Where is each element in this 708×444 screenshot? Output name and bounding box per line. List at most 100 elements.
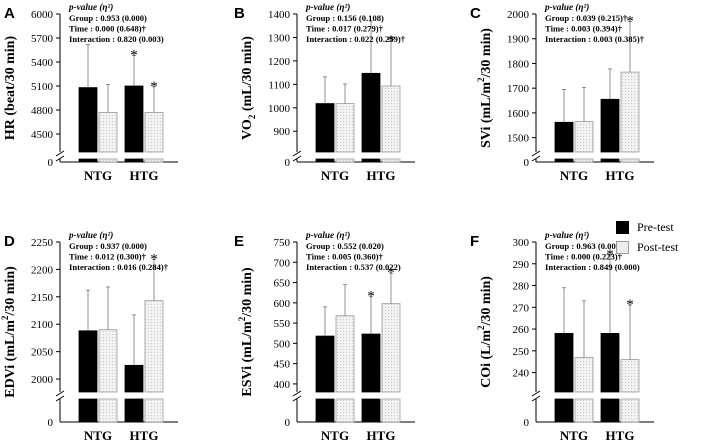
y-tick-label: 500 (274, 338, 291, 350)
y-tick-label-zero: 0 (524, 417, 530, 429)
y-tick-label: 5100 (31, 81, 54, 93)
x-category-label: NTG (560, 428, 588, 443)
y-axis-label-main: SVi (mL/m (479, 82, 494, 148)
y-tick-label: 1400 (268, 9, 291, 21)
y-tick-label: 1300 (268, 32, 291, 44)
bar-pre-htg (600, 98, 620, 153)
legend: Pre-test Post-test (616, 218, 678, 258)
stats-line: Time : 0.005 (0.360)† (306, 252, 384, 262)
y-tick-label-zero: 0 (48, 417, 54, 429)
significance-star: * (130, 48, 138, 64)
y-tick-label: 1500 (507, 133, 530, 145)
y-tick-label: 450 (274, 359, 291, 371)
stats-line: Time : 0.012 (0.300)† (69, 252, 147, 262)
significance-star: * (150, 252, 158, 268)
axis-break-mark (292, 390, 302, 402)
y-tick-label: 4500 (31, 129, 54, 141)
y-tick-label: 2050 (31, 347, 54, 359)
y-tick-label: 1900 (507, 34, 530, 46)
panel-b: B VO2 (mL/30 min) 900 1000 1100 1200 1300 1400 0… (234, 2, 415, 183)
legend-swatch-pre (616, 220, 629, 234)
bar-stub-post-htg (144, 158, 164, 163)
stats-line: Interaction : 0.003 (0.385)† (545, 34, 645, 44)
y-tick-label: 2000 (507, 9, 530, 21)
stats-heading: p-value (η²) (68, 230, 113, 240)
stats-line: Group : 0.552 (0.020) (306, 241, 384, 251)
legend-label-post: Post-test (637, 239, 679, 254)
y-tick-label-zero: 0 (524, 157, 530, 169)
bar-stub-post-ntg (574, 158, 594, 163)
axis-break-mark (55, 150, 65, 162)
y-tick-label: 250 (513, 346, 530, 358)
stats-line: Time : 0.000 (0.648)† (69, 24, 147, 34)
y-axis-label-main: EDVi (mL/m (3, 320, 18, 398)
stats-heading: p-value (η²) (305, 2, 350, 12)
bar-post-ntg (574, 356, 594, 393)
bar-stub-post-ntg (98, 398, 118, 423)
bar-pre-htg (600, 333, 620, 393)
bar-stub-post-htg (381, 158, 401, 163)
x-category-label: HTG (606, 168, 635, 183)
axis-break-mark (55, 390, 65, 402)
y-tick-label: 2100 (31, 319, 54, 331)
panel-letter: E (234, 233, 244, 250)
x-category-label: HTG (367, 168, 396, 183)
stats-line: Interaction : 0.016 (0.284)† (69, 262, 169, 272)
stats-line: Interaction : 0.849 (0.000) (545, 262, 640, 272)
y-axis-label-main: VO (240, 119, 255, 140)
stats-line: Group : 0.039 (0.215)† (545, 13, 628, 23)
bar-stub-pre-ntg (78, 158, 98, 163)
y-tick-label: 650 (274, 278, 291, 290)
x-category-label: HTG (130, 428, 159, 443)
stats-line: Group : 0.156 (0.108) (306, 13, 384, 23)
x-category-label: HTG (130, 168, 159, 183)
x-category-label: NTG (321, 168, 349, 183)
y-axis-label-main: ESVi (mL/m (240, 321, 255, 397)
panel-letter: B (234, 5, 245, 22)
bar-post-htg (144, 112, 164, 153)
stats-heading: p-value (η²) (544, 2, 589, 12)
bar-stub-pre-htg (361, 158, 381, 163)
legend-label-pre: Pre-test (637, 219, 674, 234)
bar-stub-post-htg (620, 158, 640, 163)
y-tick-label: 1100 (268, 79, 290, 91)
y-axis-label: SVi (mL/m2/30 min) (476, 28, 494, 148)
bar-pre-ntg (554, 333, 574, 393)
bar-stub-pre-ntg (315, 398, 335, 423)
x-category-label: NTG (321, 428, 349, 443)
bar-post-htg (144, 300, 164, 393)
x-category-label: HTG (367, 428, 396, 443)
y-axis-label-main: HR (beat/30 min) (3, 36, 18, 141)
y-tick-label: 290 (513, 259, 530, 271)
y-tick-label: 2000 (31, 374, 54, 386)
y-axis-label: HR (beat/30 min) (3, 36, 18, 141)
bar-stub-post-htg (620, 398, 640, 423)
bar-post-htg (381, 303, 401, 393)
stats-line: Time : 0.003 (0.394)† (545, 24, 623, 34)
significance-star: * (150, 79, 158, 95)
y-tick-label: 270 (513, 302, 530, 314)
stats-line: Interaction : 0.820 (0.003) (69, 34, 164, 44)
axis-break-mark (531, 390, 541, 402)
bar-stub-post-htg (144, 398, 164, 423)
y-axis-label-end: /30 min) (479, 28, 494, 79)
bar-stub-pre-htg (600, 158, 620, 163)
bar-stub-pre-htg (124, 398, 144, 423)
y-tick-label: 900 (274, 126, 291, 138)
legend-item-pre: Pre-test (616, 218, 678, 236)
stats-line: Group : 0.963 (0.000) (545, 241, 623, 251)
y-axis-label-end: /30 min) (240, 267, 255, 318)
y-tick-label: 750 (274, 237, 291, 249)
y-tick-label: 700 (274, 257, 291, 269)
bar-post-htg (620, 71, 640, 153)
y-axis-label-exponent: 2 (237, 316, 247, 321)
y-tick-label: 550 (274, 318, 291, 330)
x-category-label: NTG (84, 168, 112, 183)
bar-pre-ntg (78, 330, 98, 393)
legend-swatch-post (616, 240, 629, 254)
y-tick-label: 6000 (31, 9, 54, 21)
bar-post-htg (620, 359, 640, 393)
bar-post-ntg (98, 329, 118, 393)
y-tick-label: 5700 (31, 33, 54, 45)
y-tick-label: 2200 (31, 264, 54, 276)
